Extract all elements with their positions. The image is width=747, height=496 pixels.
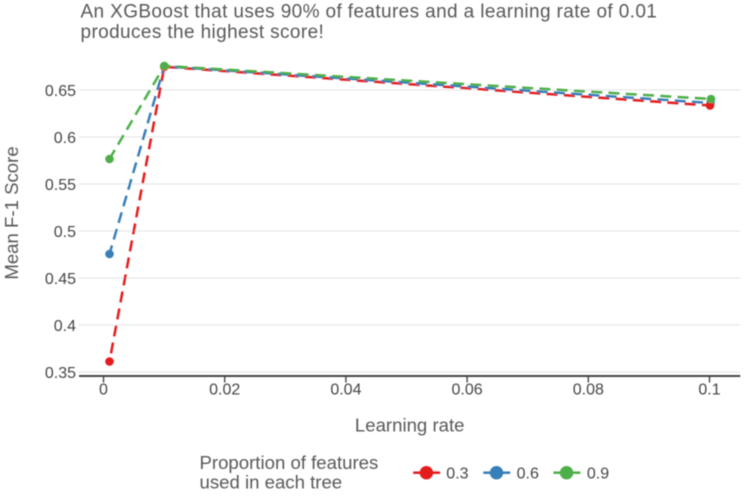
svg-text:0.06: 0.06: [452, 382, 483, 399]
svg-text:An XGBoost that uses 90% of fe: An XGBoost that uses 90% of features and…: [81, 1, 658, 22]
svg-text:0.45: 0.45: [45, 271, 76, 288]
svg-text:Proportion of features: Proportion of features: [200, 452, 379, 473]
svg-text:0.55: 0.55: [45, 177, 76, 194]
svg-text:0.3: 0.3: [446, 466, 468, 483]
svg-text:produces the highest score!: produces the highest score!: [81, 22, 325, 43]
svg-text:0: 0: [99, 382, 108, 399]
svg-text:used in each tree: used in each tree: [200, 472, 343, 493]
svg-text:Learning rate: Learning rate: [355, 415, 465, 436]
svg-text:0.65: 0.65: [45, 83, 76, 100]
svg-text:0.08: 0.08: [573, 382, 604, 399]
svg-text:0.1: 0.1: [698, 382, 720, 399]
svg-text:0.6: 0.6: [54, 130, 76, 147]
svg-text:0.04: 0.04: [330, 382, 361, 399]
svg-text:0.4: 0.4: [54, 318, 76, 335]
svg-text:0.9: 0.9: [587, 466, 609, 483]
svg-text:0.35: 0.35: [45, 365, 76, 382]
svg-text:0.6: 0.6: [517, 466, 539, 483]
svg-text:0.02: 0.02: [209, 382, 240, 399]
svg-text:0.5: 0.5: [54, 224, 76, 241]
svg-text:Mean F-1 Score: Mean F-1 Score: [1, 146, 22, 279]
